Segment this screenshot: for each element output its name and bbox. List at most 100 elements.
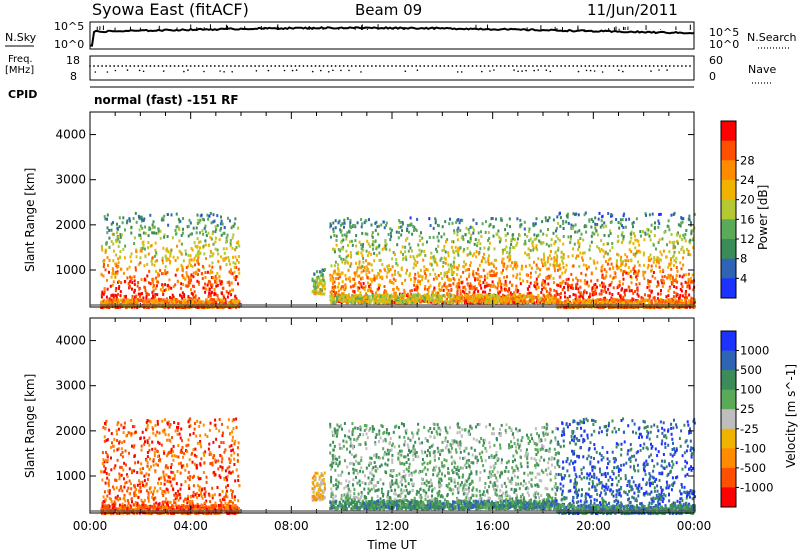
data-cell xyxy=(194,263,196,267)
data-cell xyxy=(329,222,332,226)
data-cell xyxy=(644,293,646,297)
data-cell xyxy=(423,265,426,269)
data-cell xyxy=(118,285,121,289)
data-cell xyxy=(511,245,514,249)
data-cell xyxy=(349,296,352,300)
data-cell xyxy=(466,301,468,305)
data-cell xyxy=(523,227,526,231)
data-cell xyxy=(434,219,437,222)
data-cell xyxy=(422,258,425,262)
data-cell xyxy=(117,292,119,296)
data-cell xyxy=(332,293,335,297)
data-cell xyxy=(493,293,495,297)
data-cell xyxy=(453,265,456,269)
data-cell xyxy=(468,301,471,305)
data-cell xyxy=(591,286,594,290)
freq-point xyxy=(403,65,405,67)
data-cell xyxy=(378,224,380,228)
data-cell xyxy=(101,302,104,306)
data-cell xyxy=(383,246,386,250)
data-cell xyxy=(624,225,627,229)
data-cell xyxy=(535,237,538,241)
data-cell xyxy=(601,304,604,308)
data-cell xyxy=(549,293,552,297)
data-cell xyxy=(130,231,133,235)
data-cell xyxy=(329,290,332,294)
data-cell xyxy=(584,273,587,277)
data-cell xyxy=(457,296,460,300)
nave-point xyxy=(126,69,129,71)
data-cell xyxy=(637,239,640,243)
data-cell xyxy=(652,260,655,264)
data-cell xyxy=(679,235,682,239)
data-cell xyxy=(136,284,139,288)
data-cell xyxy=(341,285,344,289)
data-cell xyxy=(396,243,399,247)
data-cell xyxy=(227,291,230,295)
freq-unit-label: [MHz] xyxy=(5,65,34,76)
data-cell xyxy=(457,253,460,257)
data-cell xyxy=(648,294,651,298)
data-cell xyxy=(452,260,455,264)
data-cell xyxy=(373,301,376,305)
data-cell xyxy=(409,301,412,305)
data-cell xyxy=(412,229,415,232)
data-cell xyxy=(366,295,369,299)
freq-point xyxy=(181,65,184,67)
data-cell xyxy=(477,238,480,242)
data-cell xyxy=(514,294,517,298)
data-cell xyxy=(487,259,490,263)
data-cell xyxy=(569,237,572,241)
data-cell xyxy=(667,275,670,279)
data-cell xyxy=(108,245,111,249)
data-cell xyxy=(493,273,495,277)
data-cell xyxy=(491,274,494,277)
data-cell xyxy=(450,288,453,292)
data-cell xyxy=(516,289,519,293)
data-cell xyxy=(229,289,231,293)
data-cell xyxy=(160,272,163,276)
data-cell xyxy=(390,293,393,297)
data-cell xyxy=(614,275,617,279)
data-cell xyxy=(225,240,227,244)
data-cell xyxy=(320,270,323,274)
data-cell xyxy=(225,247,228,251)
data-cell xyxy=(480,260,483,264)
data-cell xyxy=(413,262,416,266)
data-cell xyxy=(143,301,146,305)
data-cell xyxy=(574,223,577,227)
data-cell xyxy=(505,245,508,249)
data-cell xyxy=(596,223,599,226)
data-cell xyxy=(600,266,603,269)
data-cell xyxy=(513,265,516,269)
data-cell xyxy=(515,266,518,270)
data-cell xyxy=(434,297,437,301)
data-cell xyxy=(459,289,462,293)
data-cell xyxy=(332,230,335,234)
freq-point xyxy=(109,65,111,67)
data-cell xyxy=(471,226,474,230)
data-cell xyxy=(111,304,114,308)
data-cell xyxy=(554,269,556,273)
data-cell xyxy=(672,295,675,299)
data-cell xyxy=(529,271,532,275)
data-cell xyxy=(445,287,448,291)
data-cell xyxy=(493,296,496,300)
data-cell xyxy=(532,296,535,300)
data-cell xyxy=(556,283,558,287)
data-cell xyxy=(346,260,349,264)
data-cell xyxy=(504,300,507,304)
data-cell xyxy=(557,221,560,225)
data-cell xyxy=(161,216,164,220)
data-cell xyxy=(579,251,582,255)
data-cell xyxy=(464,287,467,291)
data-cell xyxy=(536,234,538,238)
freq-point xyxy=(101,65,103,67)
data-cell xyxy=(414,259,417,263)
data-cell xyxy=(592,220,595,223)
data-cell xyxy=(632,302,635,305)
data-cell xyxy=(386,300,389,304)
data-cell xyxy=(360,297,363,300)
data-cell xyxy=(132,301,135,305)
data-cell xyxy=(126,219,129,223)
